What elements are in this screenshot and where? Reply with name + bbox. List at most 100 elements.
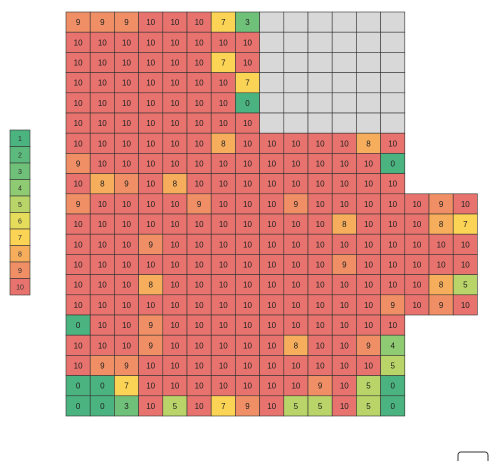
heatmap-cell-value: 10 bbox=[146, 18, 155, 27]
heatmap-cell-value: 10 bbox=[267, 139, 276, 148]
legend-label: 2 bbox=[18, 152, 22, 159]
heatmap-cell-value: 10 bbox=[412, 261, 421, 270]
heatmap-cell-value: 9 bbox=[439, 301, 444, 310]
heatmap-cell-value: 10 bbox=[146, 301, 155, 310]
heatmap-cell-value: 10 bbox=[122, 321, 131, 330]
heatmap-cell-value: 10 bbox=[170, 261, 179, 270]
heatmap-cell-value: 10 bbox=[98, 200, 107, 209]
heatmap-cell-value: 10 bbox=[243, 261, 252, 270]
heatmap-cell-value: 10 bbox=[219, 240, 228, 249]
heatmap-cell-value: 10 bbox=[316, 139, 325, 148]
heatmap-cell-value: 10 bbox=[243, 119, 252, 128]
heatmap-cell-value: 10 bbox=[170, 59, 179, 68]
heatmap-cell-value: 10 bbox=[74, 119, 83, 128]
heatmap-cell-value: 10 bbox=[195, 160, 204, 169]
heatmap-cell-value: 10 bbox=[412, 220, 421, 229]
heatmap-cell-empty bbox=[307, 52, 333, 73]
heatmap-cell-value: 10 bbox=[219, 261, 228, 270]
heatmap-cell-value: 5 bbox=[318, 402, 323, 411]
heatmap-cell-empty bbox=[259, 11, 285, 33]
heatmap-cell-empty bbox=[380, 52, 406, 73]
heatmap-cell-value: 10 bbox=[122, 59, 131, 68]
heatmap-cell-value: 10 bbox=[291, 220, 300, 229]
heatmap-cell-value: 8 bbox=[148, 281, 153, 290]
heatmap-cell-value: 10 bbox=[74, 139, 83, 148]
heatmap-cell-value: 10 bbox=[243, 180, 252, 189]
heatmap-cell-value: 10 bbox=[146, 180, 155, 189]
heatmap-cell-value: 10 bbox=[195, 139, 204, 148]
heatmap-cell-value: 0 bbox=[76, 382, 81, 391]
heatmap-cell-value: 10 bbox=[146, 38, 155, 47]
heatmap-cell-value: 8 bbox=[439, 281, 444, 290]
heatmap-cell-value: 10 bbox=[98, 301, 107, 310]
heatmap-cell-value: 10 bbox=[98, 240, 107, 249]
heatmap-cell-value: 10 bbox=[74, 79, 83, 88]
heatmap-cell-value: 10 bbox=[243, 200, 252, 209]
heatmap-cell-value: 10 bbox=[243, 362, 252, 371]
heatmap-cell-empty bbox=[283, 112, 309, 134]
heatmap-cell-value: 10 bbox=[316, 180, 325, 189]
heatmap-cell-empty bbox=[380, 31, 406, 53]
heatmap-cell-value: 8 bbox=[221, 139, 226, 148]
heatmap-cell-value: 10 bbox=[195, 18, 204, 27]
heatmap-cell-empty bbox=[259, 112, 285, 134]
heatmap-cell-value: 10 bbox=[437, 240, 446, 249]
heatmap-cell-value: 10 bbox=[170, 362, 179, 371]
heatmap-cell-value: 5 bbox=[366, 402, 371, 411]
heatmap-cell-value: 10 bbox=[388, 200, 397, 209]
heatmap-cell-value: 10 bbox=[267, 180, 276, 189]
heatmap-cell-value: 10 bbox=[195, 321, 204, 330]
legend-label: 1 bbox=[18, 136, 22, 143]
heatmap-cell-value: 5 bbox=[366, 382, 371, 391]
heatmap-cell-empty bbox=[331, 31, 357, 53]
heatmap-cell-value: 10 bbox=[219, 220, 228, 229]
heatmap-cell-value: 10 bbox=[122, 261, 131, 270]
heatmap-cell-value: 10 bbox=[122, 240, 131, 249]
heatmap-cell-value: 9 bbox=[148, 341, 153, 350]
heatmap-cell bbox=[452, 294, 478, 316]
heatmap-cell-value: 10 bbox=[316, 281, 325, 290]
heatmap-cell-value: 0 bbox=[245, 99, 250, 108]
heatmap-cell-value: 0 bbox=[100, 382, 105, 391]
heatmap-cell-empty bbox=[283, 92, 309, 114]
heatmap-cell-value: 7 bbox=[245, 79, 250, 88]
heatmap-cell-value: 10 bbox=[291, 160, 300, 169]
heatmap-cell-value: 7 bbox=[221, 18, 226, 27]
heatmap-cell-value: 10 bbox=[291, 362, 300, 371]
heatmap-cell-value: 10 bbox=[340, 362, 349, 371]
heatmap-cell-value: 8 bbox=[342, 220, 347, 229]
heatmap-cell-value: 10 bbox=[461, 200, 470, 209]
heatmap-cell-value: 10 bbox=[243, 160, 252, 169]
heatmap-cell-value: 10 bbox=[340, 341, 349, 350]
heatmap-cell-value: 10 bbox=[195, 362, 204, 371]
heatmap-cell-value: 9 bbox=[148, 240, 153, 249]
heatmap-cell-value: 10 bbox=[219, 38, 228, 47]
heatmap-cell-value: 10 bbox=[170, 160, 179, 169]
heatmap-cell-value: 10 bbox=[316, 341, 325, 350]
heatmap-cell-value: 10 bbox=[98, 321, 107, 330]
heatmap-cell-value: 10 bbox=[195, 59, 204, 68]
legend-label: 9 bbox=[18, 268, 22, 275]
heatmap-cell-empty bbox=[331, 52, 357, 73]
heatmap-cell-value: 7 bbox=[221, 59, 226, 68]
heatmap-cell-value: 5 bbox=[463, 281, 468, 290]
heatmap-cell-value: 10 bbox=[243, 382, 252, 391]
heatmap-cell-value: 10 bbox=[219, 281, 228, 290]
heatmap-cell-empty bbox=[331, 11, 357, 33]
heatmap-cell-value: 10 bbox=[74, 341, 83, 350]
heatmap-cell-value: 10 bbox=[195, 301, 204, 310]
heatmap-cell-value: 10 bbox=[170, 301, 179, 310]
heatmap-cell-value: 10 bbox=[437, 261, 446, 270]
heatmap-cell-value: 10 bbox=[122, 200, 131, 209]
heatmap-cell-value: 10 bbox=[267, 261, 276, 270]
heatmap-cell-value: 10 bbox=[267, 382, 276, 391]
heatmap-cell-value: 10 bbox=[170, 382, 179, 391]
heatmap-cell-value: 10 bbox=[243, 59, 252, 68]
heatmap-cell-empty bbox=[307, 112, 333, 134]
heatmap-cell-value: 10 bbox=[291, 382, 300, 391]
heatmap-cell-value: 10 bbox=[388, 220, 397, 229]
heatmap-cell-value: 10 bbox=[146, 160, 155, 169]
heatmap-cell-empty bbox=[283, 52, 309, 73]
heatmap-cell-value: 10 bbox=[316, 362, 325, 371]
heatmap-cell-value: 10 bbox=[267, 321, 276, 330]
